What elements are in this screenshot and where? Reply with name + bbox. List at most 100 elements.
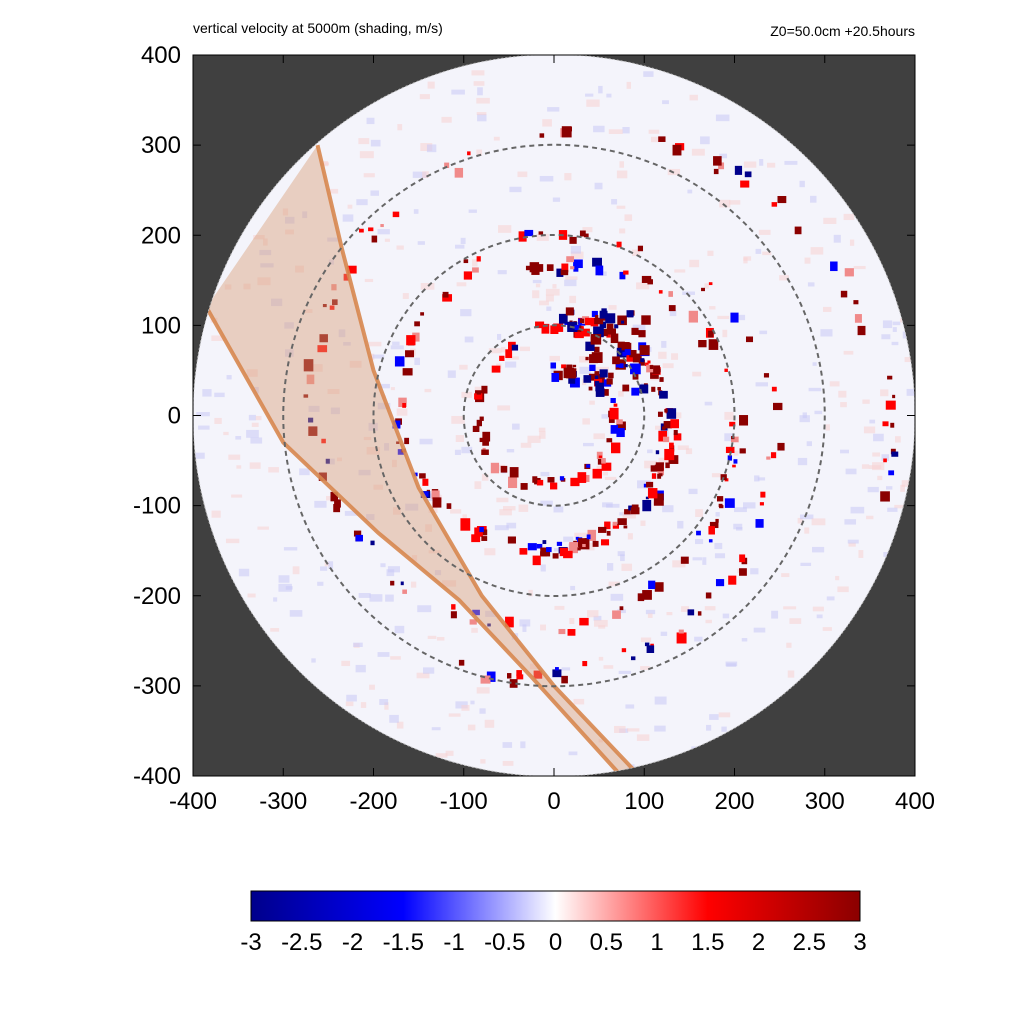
velocity-cell bbox=[616, 419, 623, 425]
velocity-cell bbox=[308, 426, 318, 436]
shading-noise bbox=[850, 506, 865, 514]
velocity-cell bbox=[880, 491, 890, 502]
velocity-cell bbox=[520, 483, 528, 490]
velocity-cell bbox=[509, 467, 519, 478]
velocity-cell bbox=[766, 456, 771, 460]
shading-noise bbox=[570, 251, 584, 259]
velocity-cell bbox=[617, 518, 627, 526]
shading-noise bbox=[411, 555, 418, 562]
shading-noise bbox=[662, 100, 669, 105]
shading-noise bbox=[715, 114, 730, 122]
shading-noise bbox=[499, 509, 512, 516]
core-cell bbox=[590, 334, 602, 345]
shading-noise bbox=[691, 148, 705, 156]
velocity-cell bbox=[359, 228, 364, 233]
velocity-cell bbox=[474, 527, 483, 537]
shading-noise bbox=[552, 197, 561, 202]
shading-noise bbox=[570, 585, 576, 591]
shading-noise bbox=[431, 727, 441, 731]
velocity-cell bbox=[739, 448, 746, 454]
shading-noise bbox=[654, 425, 665, 430]
velocity-cell bbox=[624, 509, 631, 515]
velocity-cell bbox=[617, 341, 625, 350]
core-cell bbox=[640, 358, 645, 363]
velocity-cell bbox=[623, 270, 629, 275]
shading-noise bbox=[564, 173, 572, 181]
shading-noise bbox=[568, 751, 578, 756]
velocity-cell bbox=[853, 300, 859, 305]
shading-noise bbox=[677, 520, 684, 529]
velocity-cell bbox=[631, 504, 639, 513]
core-cell bbox=[638, 330, 646, 338]
shading-noise bbox=[539, 175, 554, 182]
core-cell bbox=[566, 368, 577, 379]
shading-noise bbox=[882, 320, 893, 329]
shading-noise bbox=[546, 306, 552, 311]
shading-noise bbox=[636, 734, 650, 741]
shading-noise bbox=[336, 457, 342, 462]
shading-noise bbox=[270, 628, 280, 632]
shading-noise bbox=[284, 322, 294, 329]
shading-noise bbox=[238, 568, 250, 577]
shading-noise bbox=[808, 387, 822, 392]
velocity-cell bbox=[487, 623, 491, 627]
velocity-cell bbox=[325, 458, 330, 464]
velocity-cell bbox=[479, 437, 484, 443]
shading-noise bbox=[671, 353, 679, 360]
core-cell bbox=[599, 310, 608, 319]
shading-noise bbox=[413, 209, 419, 214]
velocity-cell bbox=[854, 314, 862, 323]
shading-noise bbox=[758, 229, 771, 235]
shading-noise bbox=[397, 124, 403, 131]
shading-noise bbox=[564, 279, 577, 287]
shading-noise bbox=[366, 446, 381, 455]
velocity-cell bbox=[536, 479, 544, 486]
shading-noise bbox=[328, 259, 334, 265]
shading-noise bbox=[455, 701, 468, 709]
shading-noise bbox=[380, 563, 386, 568]
velocity-cell bbox=[659, 390, 668, 399]
velocity-cell bbox=[479, 526, 484, 533]
shading-noise bbox=[289, 610, 303, 617]
y-tick-label: 400 bbox=[141, 42, 181, 69]
velocity-cell bbox=[601, 458, 606, 464]
velocity-cell bbox=[542, 540, 547, 544]
shading-noise bbox=[253, 234, 265, 240]
velocity-cell bbox=[657, 386, 661, 391]
shading-noise bbox=[353, 642, 363, 648]
velocity-cell bbox=[586, 464, 591, 468]
shading-noise bbox=[644, 460, 658, 469]
velocity-cell bbox=[673, 429, 678, 436]
shading-noise bbox=[545, 288, 560, 296]
core-cell bbox=[599, 369, 608, 378]
velocity-cell bbox=[646, 481, 654, 488]
velocity-cell bbox=[450, 611, 457, 619]
velocity-cell bbox=[330, 491, 339, 502]
velocity-cell bbox=[505, 349, 513, 358]
core-cell bbox=[589, 364, 596, 372]
shading-noise bbox=[622, 127, 630, 134]
velocity-cell bbox=[396, 441, 400, 444]
shading-noise bbox=[598, 85, 603, 94]
velocity-cell bbox=[740, 180, 750, 188]
colorbar-tick-label: -0.5 bbox=[484, 929, 525, 956]
velocity-cell bbox=[745, 336, 754, 343]
velocity-cell bbox=[655, 368, 661, 373]
velocity-cell bbox=[666, 408, 677, 419]
shading-noise bbox=[540, 624, 546, 631]
shading-noise bbox=[582, 227, 593, 233]
velocity-cell bbox=[505, 616, 514, 628]
shading-noise bbox=[811, 518, 826, 526]
velocity-cell bbox=[718, 162, 725, 170]
velocity-cell bbox=[668, 291, 673, 297]
shading-noise bbox=[435, 753, 448, 758]
shading-noise bbox=[606, 93, 612, 98]
velocity-cell bbox=[709, 521, 719, 529]
velocity-cell bbox=[303, 394, 309, 398]
shading-noise bbox=[285, 349, 294, 357]
shading-noise bbox=[372, 354, 385, 359]
shading-noise bbox=[626, 81, 632, 89]
shading-noise bbox=[358, 469, 371, 476]
shading-noise bbox=[755, 382, 769, 387]
velocity-cell bbox=[550, 362, 557, 369]
